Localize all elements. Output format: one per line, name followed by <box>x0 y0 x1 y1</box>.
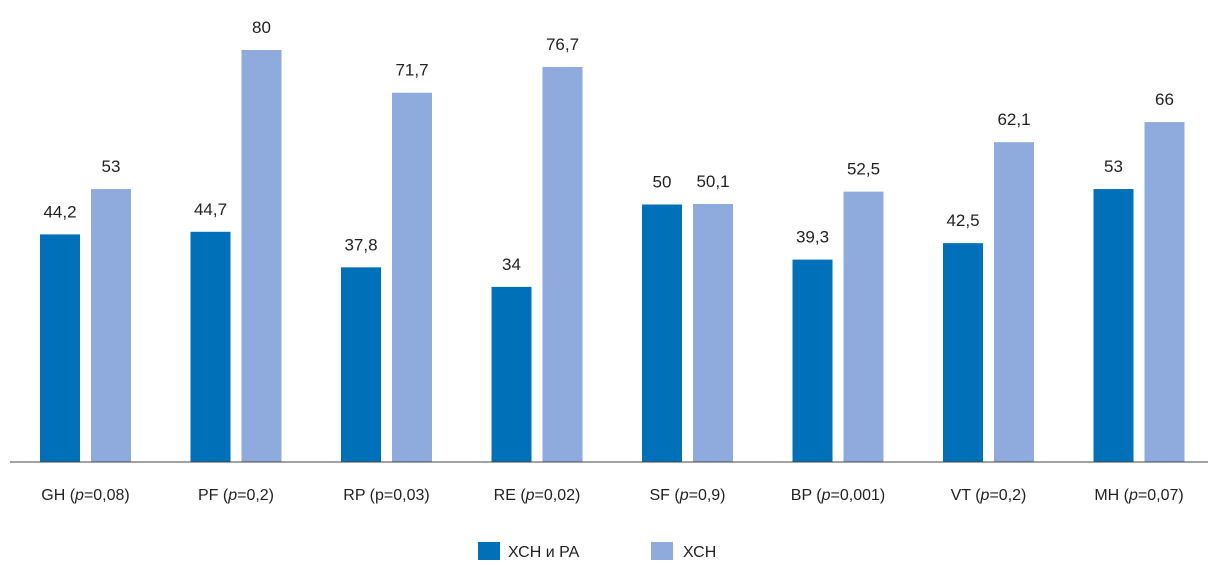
x-tick-label-vt: VT (p=0,2) <box>951 487 1027 504</box>
x-tick-label-pf: PF (p=0,2) <box>198 487 274 504</box>
value-label-bp-series-1: 39,3 <box>796 228 829 247</box>
value-label-re-series-2: 76,7 <box>546 35 579 54</box>
legend-swatch-series-2 <box>651 542 673 560</box>
value-label-vt-series-1: 42,5 <box>946 211 979 230</box>
bar-rp-series-1 <box>341 267 381 462</box>
bar-pf-series-1 <box>190 231 231 462</box>
bar-vt-series-1 <box>943 243 983 462</box>
bar-sf-series-1 <box>642 204 682 462</box>
value-label-re-series-1: 34 <box>502 255 521 274</box>
bar-sf-series-2 <box>693 203 733 463</box>
value-label-mh-series-1: 53 <box>1104 157 1123 176</box>
value-label-gh-series-1: 44,2 <box>43 202 76 221</box>
value-label-pf-series-1: 44,7 <box>194 200 227 219</box>
value-label-sf-series-2: 50,1 <box>696 172 729 191</box>
x-tick-label-rp: RP (p=0,03) <box>343 487 429 504</box>
bars-group <box>40 50 1185 463</box>
x-tick-label-sf: SF (p=0,9) <box>649 487 725 504</box>
bar-re-series-2 <box>542 66 583 463</box>
value-label-vt-series-2: 62,1 <box>997 110 1030 129</box>
bar-gh-series-2 <box>91 189 131 463</box>
legend-label-series-2: ХСН <box>683 544 716 561</box>
x-tick-label-re: RE (p=0,02) <box>494 487 581 504</box>
bar-gh-series-1 <box>40 234 80 462</box>
value-label-mh-series-2: 66 <box>1155 90 1174 109</box>
bar-vt-series-2 <box>994 142 1034 462</box>
value-label-rp-series-1: 37,8 <box>344 235 377 254</box>
bar-mh-series-2 <box>1144 122 1185 462</box>
value-label-sf-series-1: 50 <box>653 173 672 192</box>
x-tick-label-gh: GH (p=0,08) <box>41 487 130 504</box>
value-label-gh-series-2: 53 <box>102 157 121 176</box>
legend-label-series-1: ХСН и РА <box>508 544 580 561</box>
x-tick-label-mh: MH (p=0,07) <box>1094 487 1183 504</box>
value-label-pf-series-2: 80 <box>252 18 271 37</box>
legend: ХСН и РА ХСН <box>478 542 716 561</box>
x-tick-label-bp: BP (p=0,001) <box>791 487 885 504</box>
value-label-bp-series-2: 52,5 <box>847 160 880 179</box>
bar-pf-series-2 <box>241 50 282 462</box>
bar-mh-series-1 <box>1093 189 1134 463</box>
x-tick-labels-group: GH (p=0,08) PF (p=0,2) RP (p=0,03) RE (p=0,… <box>41 487 1183 504</box>
value-label-rp-series-2: 71,7 <box>395 61 428 80</box>
legend-swatch-series-1 <box>478 542 500 560</box>
bar-rp-series-2 <box>392 92 432 463</box>
value-labels-group: 44,2 53 44,7 80 37,8 71,7 34 76,7 50 50,1 39,3 52,5… <box>43 18 1174 274</box>
bar-bp-series-2 <box>843 191 884 462</box>
bar-re-series-1 <box>491 286 532 462</box>
bar-bp-series-1 <box>792 259 833 462</box>
